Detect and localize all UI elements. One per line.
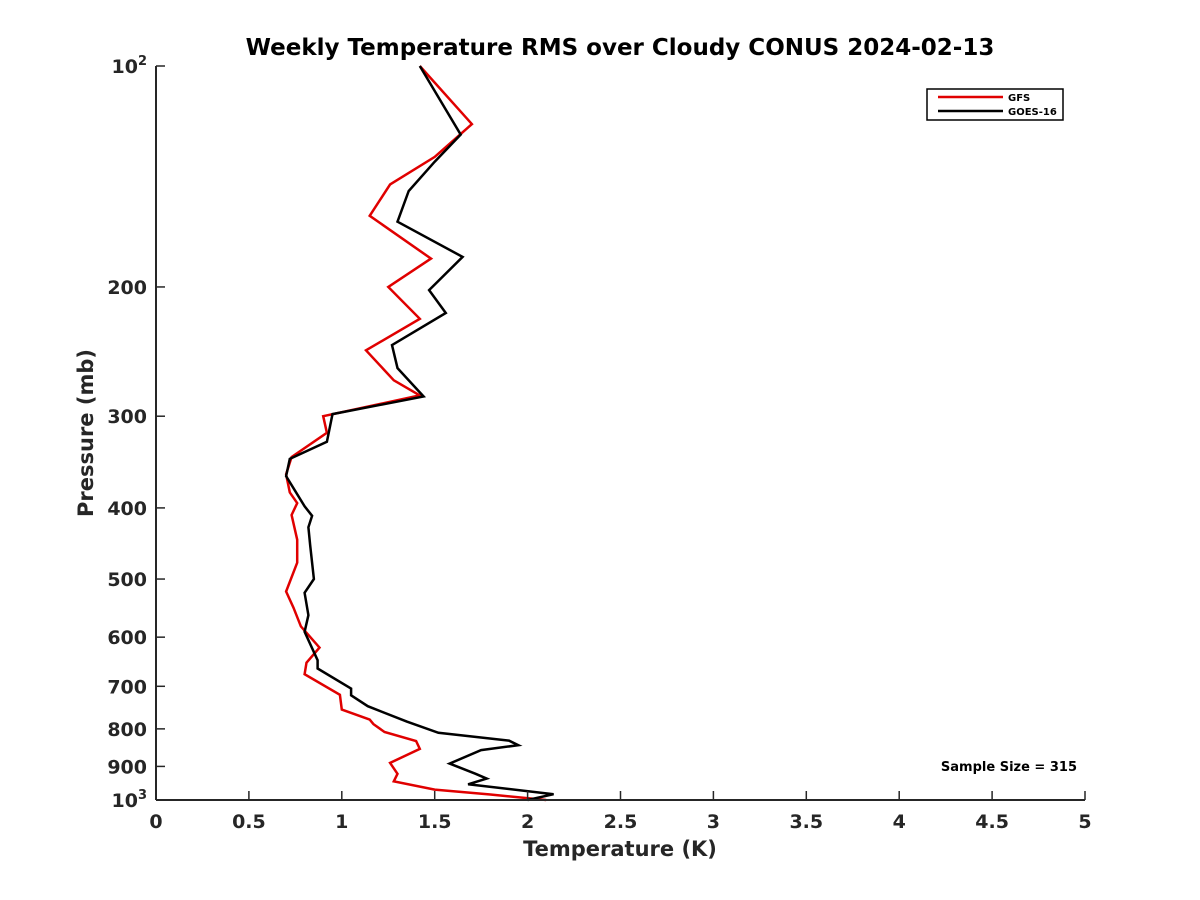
y-tick-label: 900 — [107, 756, 147, 778]
y-axis-label: Pressure (mb) — [74, 349, 98, 517]
y-tick-label: 600 — [107, 627, 147, 649]
x-axis-label: Temperature (K) — [523, 837, 717, 861]
legend-label-goes16: GOES-16 — [1008, 107, 1057, 118]
legend-label-gfs: GFS — [1008, 93, 1030, 104]
x-tick-label: 3 — [707, 811, 720, 833]
x-tick-label: 1.5 — [418, 811, 452, 833]
x-tick-label: 0 — [149, 811, 162, 833]
x-tick-label: 4 — [893, 811, 906, 833]
y-tick-label: 103 — [112, 788, 148, 812]
x-ticks: 0 0.5 1 1.5 2 2.5 3 3.5 4 4.5 5 — [149, 791, 1092, 833]
y-tick-label: 800 — [107, 719, 147, 741]
x-tick-label: 3.5 — [789, 811, 823, 833]
x-tick-label: 2.5 — [604, 811, 638, 833]
legend-box — [926, 88, 1064, 121]
legend: GFS GOES-16 — [926, 88, 1064, 121]
x-tick-label: 5 — [1078, 811, 1091, 833]
x-tick-label: 1 — [335, 811, 348, 833]
y-tick-label: 300 — [107, 406, 147, 428]
x-tick-label: 0.5 — [232, 811, 266, 833]
y-tick-label: 500 — [107, 569, 147, 591]
y-tick-label: 400 — [107, 498, 147, 520]
series-line-gfs — [284, 65, 547, 802]
y-tick-label: 200 — [107, 277, 147, 299]
y-tick-label: 700 — [107, 676, 147, 698]
chart-title: Weekly Temperature RMS over Cloudy CONUS… — [246, 35, 995, 61]
x-tick-label: 2 — [521, 811, 534, 833]
series-line-goes16 — [284, 65, 554, 802]
x-tick-label: 4.5 — [975, 811, 1009, 833]
sample-size-annotation: Sample Size = 315 — [941, 760, 1077, 775]
series-layer — [284, 65, 554, 802]
